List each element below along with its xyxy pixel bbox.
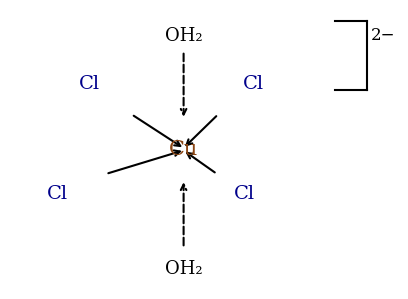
Text: Cl: Cl xyxy=(47,185,68,203)
Text: Cl: Cl xyxy=(79,75,100,93)
Text: Cl: Cl xyxy=(242,75,264,93)
Text: Cl: Cl xyxy=(234,185,255,203)
Text: Cu: Cu xyxy=(169,140,198,159)
Text: OH₂: OH₂ xyxy=(165,260,202,278)
Text: 2−: 2− xyxy=(371,27,396,44)
Text: OH₂: OH₂ xyxy=(165,27,202,45)
